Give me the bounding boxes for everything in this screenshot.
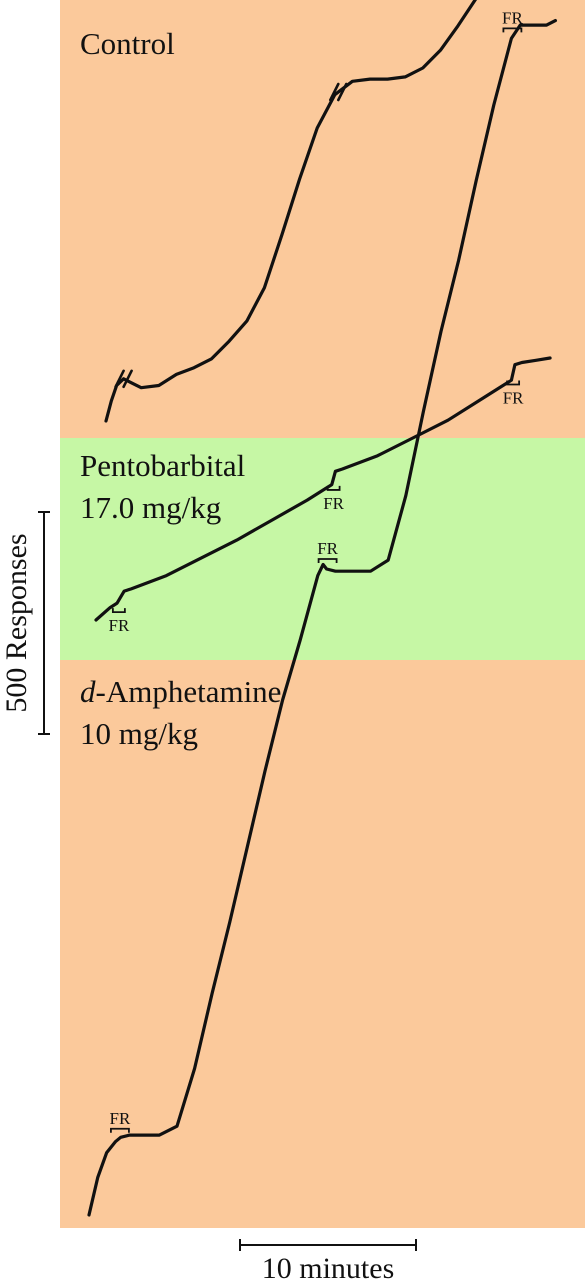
- pentobarbital-trace: [94, 356, 552, 622]
- control-fr-hatch-0-0: [114, 369, 125, 389]
- amphetamine-title: d-Amphetamine: [80, 674, 281, 709]
- time-scale-bar: 10 minutes: [239, 1239, 417, 1280]
- pentobarbital-fr-label-1: FR: [323, 494, 344, 513]
- pentobarbital-record: FR FR FR: [94, 356, 552, 635]
- amphetamine-fr-label-1: FR: [317, 539, 338, 558]
- control-fr-hatch-1-0: [328, 82, 340, 102]
- pentobarbital-fr-bracket-1: [326, 485, 341, 491]
- plot-layer: FR FR FR FR FR FR: [87, 0, 557, 1217]
- pentobarbital-fr-label-2: FR: [503, 389, 524, 408]
- amphetamine-title-name: -Amphetamine: [96, 674, 282, 709]
- time-scale-label: 10 minutes: [262, 1252, 395, 1280]
- pentobarbital-dose: 17.0 mg/kg: [80, 490, 221, 525]
- control-fr-hatch-1-1: [336, 82, 348, 102]
- control-trace: [104, 0, 477, 423]
- amphetamine-fr-bracket-0: [110, 1127, 130, 1133]
- control-title: Control: [80, 26, 175, 61]
- control-record: [104, 0, 477, 423]
- pentobarbital-fr-label-0: FR: [109, 616, 130, 635]
- amphetamine-title-prefix: d: [80, 674, 96, 709]
- pentobarbital-fr-bracket-0: [111, 608, 126, 614]
- pentobarbital-fr-bracket-2: [506, 380, 521, 386]
- responses-scale-bar: 500 Responses: [0, 511, 50, 735]
- amphetamine-fr-bracket-1: [317, 558, 338, 563]
- amphetamine-record: FR FR FR: [87, 8, 557, 1217]
- control-panel-bg: [60, 0, 585, 438]
- amphetamine-fr-label-0: FR: [110, 1109, 131, 1128]
- amphetamine-fr-bracket-2: [502, 27, 523, 33]
- responses-scale-label: 500 Responses: [0, 533, 33, 712]
- pentobarbital-title: Pentobarbital: [80, 448, 245, 483]
- control-fr-hatch-0-1: [122, 369, 133, 389]
- amphetamine-panel-bg: [60, 660, 585, 1228]
- amphetamine-trace: [87, 19, 557, 1217]
- amphetamine-dose: 10 mg/kg: [80, 716, 198, 751]
- amphetamine-fr-label-2: FR: [502, 8, 523, 27]
- pentobarbital-panel-bg: [60, 438, 585, 660]
